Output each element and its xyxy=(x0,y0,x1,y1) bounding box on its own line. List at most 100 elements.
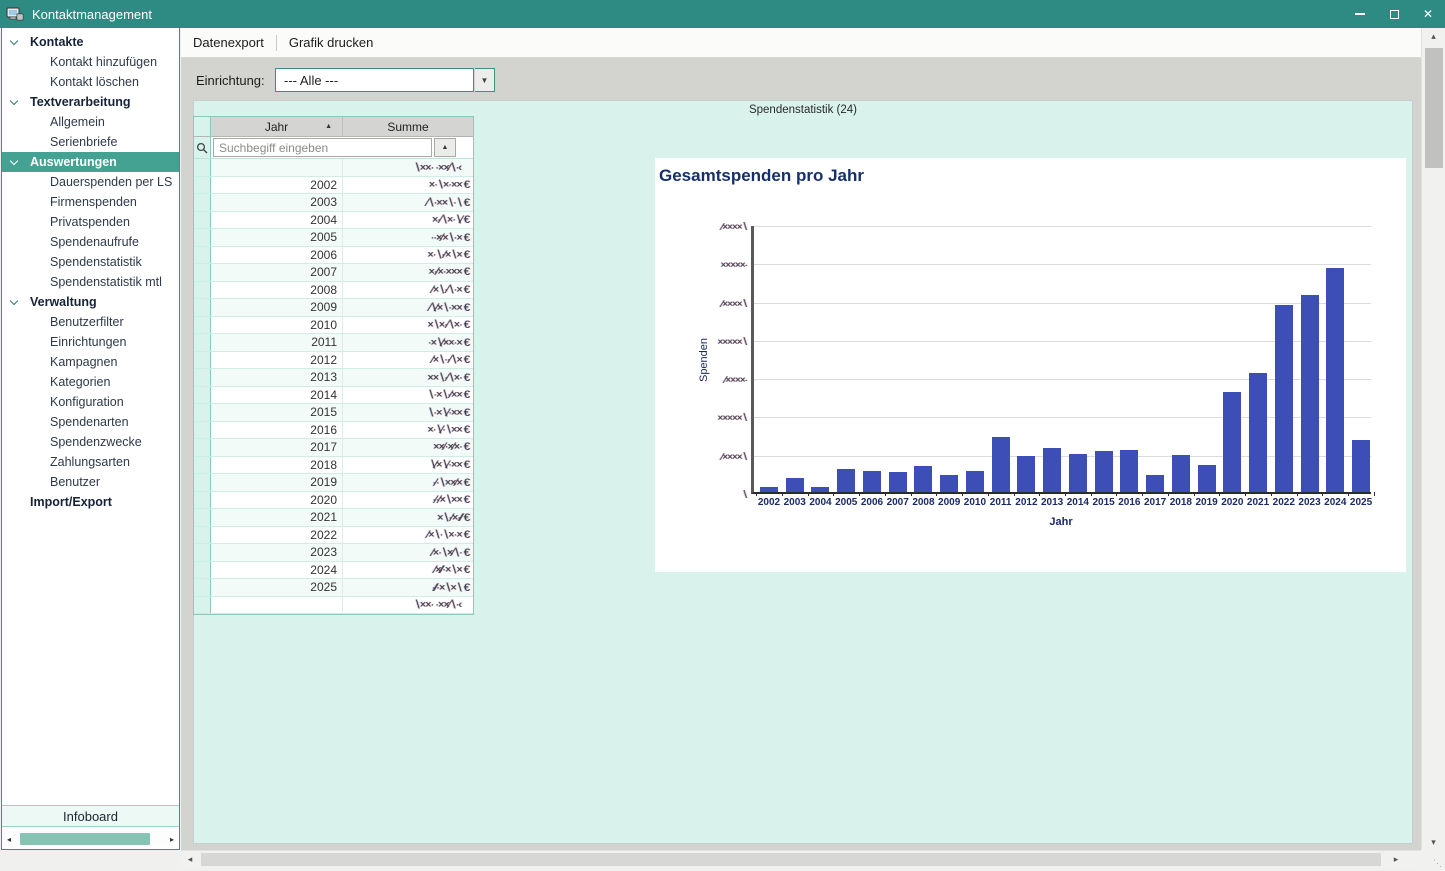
scroll-right-icon[interactable]: ▸ xyxy=(169,834,174,844)
sidebar-item-spendenstatistik[interactable]: Spendenstatistik xyxy=(2,252,179,272)
table-row[interactable]: 2010 ×∖×·∕∖×· € xyxy=(194,316,473,334)
vertical-scrollbar[interactable]: ▴ ▾ xyxy=(1421,28,1445,850)
search-input[interactable] xyxy=(213,138,432,157)
horizontal-scrollbar[interactable]: ◂ ▸ xyxy=(181,850,1421,868)
table-total-row[interactable]: ∖××· ·××∕∖·‹ xyxy=(194,596,473,614)
sidebar-item-spendenarten[interactable]: Spendenarten xyxy=(2,412,179,432)
scroll-down-icon[interactable]: ▾ xyxy=(1431,836,1436,847)
resize-grip[interactable]: ⋱ xyxy=(1421,850,1445,871)
table-row[interactable]: 2015 ∖·×∖∕·×× € xyxy=(194,404,473,422)
statistics-table: Jahr ▲ Summe ▲ ∖××· ·××∕∖·‹ 2002 ×·∖×·×× €… xyxy=(193,116,474,615)
sidebar-item-serienbriefe[interactable]: Serienbriefe xyxy=(2,132,179,152)
table-row[interactable]: 2023 ∕×·∖×∕∖· € xyxy=(194,544,473,562)
einrichtung-combobox[interactable]: --- Alle --- xyxy=(275,68,474,92)
table-row[interactable]: 2021 ×∖·∕×·∕∕ € xyxy=(194,509,473,527)
sidebar-item-benutzer[interactable]: Benutzer xyxy=(2,472,179,492)
sidebar-item-verwaltung[interactable]: Verwaltung xyxy=(2,292,179,312)
sidebar-item-kontakt-l-schen[interactable]: Kontakt löschen xyxy=(2,72,179,92)
table-row[interactable]: 2018 ∖∕×∖∕·×× € xyxy=(194,456,473,474)
cell-jahr: 2007 xyxy=(211,264,343,281)
cell-jahr: 2021 xyxy=(211,509,343,526)
datenexport-button[interactable]: Datenexport xyxy=(193,35,264,50)
sidebar-item-benutzerfilter[interactable]: Benutzerfilter xyxy=(2,312,179,332)
scroll-left-icon[interactable]: ◂ xyxy=(187,854,193,864)
sidebar-item-privatspenden[interactable]: Privatspenden xyxy=(2,212,179,232)
sidebar-item-zahlungsarten[interactable]: Zahlungsarten xyxy=(2,452,179,472)
table-row[interactable]: 2004 ×·∕∖×·∖∕ € xyxy=(194,211,473,229)
scroll-left-icon[interactable]: ◂ xyxy=(6,834,11,844)
app-icon xyxy=(6,7,24,21)
infoboard-button[interactable]: Infoboard xyxy=(2,805,179,827)
scroll-up-icon[interactable]: ▴ xyxy=(1431,30,1436,41)
chevron-expanded-icon[interactable] xyxy=(11,298,18,305)
maximize-button[interactable] xyxy=(1377,0,1411,28)
table-row[interactable]: 2016 ×·∖∕·∖×× € xyxy=(194,421,473,439)
table-row[interactable]: 2025 ·∕∕·×∖×∖ € xyxy=(194,579,473,597)
bar-2005 xyxy=(837,469,856,492)
table-row[interactable]: 2024 ∕×∕∕·×∖× € xyxy=(194,561,473,579)
horizontal-scrollbar-thumb[interactable] xyxy=(201,853,1381,866)
sidebar-item-konfiguration[interactable]: Konfiguration xyxy=(2,392,179,412)
table-row[interactable]: 2003 ∕∖·××∖·∖ € xyxy=(194,194,473,212)
sidebar-horizontal-scrollbar[interactable]: ◂ ▸ xyxy=(2,831,179,847)
einrichtung-dropdown-button[interactable]: ▼ xyxy=(475,68,495,92)
table-row[interactable]: 2012 ∕×∖··∕∖× € xyxy=(194,351,473,369)
grafik-drucken-button[interactable]: Grafik drucken xyxy=(288,35,374,50)
bar-2019 xyxy=(1197,465,1216,492)
sidebar-item-kampagnen[interactable]: Kampagnen xyxy=(2,352,179,372)
row-selector-cell xyxy=(194,281,211,298)
sidebar-item-auswertungen[interactable]: Auswertungen xyxy=(2,152,179,172)
table-row[interactable]: 2013 ××∖·∕∖×· € xyxy=(194,369,473,387)
table-row[interactable]: 2011 ·×∖∕××·× € xyxy=(194,334,473,352)
chevron-expanded-icon[interactable] xyxy=(11,158,18,165)
column-header-summe[interactable]: Summe xyxy=(387,119,429,134)
x-axis-tick xyxy=(833,492,835,496)
sidebar-item-spendenstatistik-mtl[interactable]: Spendenstatistik mtl xyxy=(2,272,179,292)
table-total-row[interactable]: ∖××· ·××∕∖·‹ xyxy=(194,159,473,177)
table-row[interactable]: 2022 ∕×∖·∖×·× € xyxy=(194,526,473,544)
bar-2008 xyxy=(914,466,933,492)
sidebar-item-label: Benutzerfilter xyxy=(50,315,124,329)
table-row[interactable]: 2014 ∖·×∖·∕×× € xyxy=(194,386,473,404)
row-selector-cell xyxy=(194,176,211,193)
table-row[interactable]: 2019 ·∕·∖××∕× € xyxy=(194,474,473,492)
vertical-scrollbar-thumb[interactable] xyxy=(1425,48,1443,168)
minimize-button[interactable] xyxy=(1343,0,1377,28)
bar-2018 xyxy=(1171,454,1190,492)
table-row[interactable]: 2020 ·∕·∕×∖×× € xyxy=(194,491,473,509)
table-row[interactable]: 2006 ×·∖·∕×∖× € xyxy=(194,246,473,264)
scroll-right-icon[interactable]: ▸ xyxy=(1393,854,1399,864)
sidebar-item-dauerspenden-per-ls[interactable]: Dauerspenden per LS xyxy=(2,172,179,192)
chevron-expanded-icon[interactable] xyxy=(11,98,18,105)
sidebar-item-spendenaufrufe[interactable]: Spendenaufrufe xyxy=(2,232,179,252)
sidebar-item-label: Kategorien xyxy=(50,375,111,389)
gridline xyxy=(754,226,1371,227)
sidebar-item-spendenzwecke[interactable]: Spendenzwecke xyxy=(2,432,179,452)
sidebar-item-label: Spendenzwecke xyxy=(50,435,142,449)
table-row[interactable]: 2005 ··×∕×∖·× € xyxy=(194,229,473,247)
table-row[interactable]: 2002 ×·∖×·×× € xyxy=(194,176,473,194)
sidebar-scrollbar-thumb[interactable] xyxy=(20,833,150,845)
einrichtung-label: Einrichtung: xyxy=(196,72,265,88)
table-row[interactable]: 2017 ××∕·×∕×· € xyxy=(194,439,473,457)
sidebar-item-allgemein[interactable]: Allgemein xyxy=(2,112,179,132)
sidebar-item-kontakt-hinzuf-gen[interactable]: Kontakt hinzufügen xyxy=(2,52,179,72)
table-row[interactable]: 2008 ∕×∖·∕∖·× € xyxy=(194,281,473,299)
sidebar-item-einrichtungen[interactable]: Einrichtungen xyxy=(2,332,179,352)
sidebar-item-import-export[interactable]: Import/Export xyxy=(2,492,179,512)
x-tick-label: 2006 xyxy=(860,497,884,508)
sidebar-item-textverarbeitung[interactable]: Textverarbeitung xyxy=(2,92,179,112)
sidebar-item-label: Zahlungsarten xyxy=(50,455,130,469)
table-row[interactable]: 2009 ∕∖∕×∖·×× € xyxy=(194,299,473,317)
bar-2013 xyxy=(1043,447,1062,492)
toolbar: Datenexport Grafik drucken xyxy=(181,28,1421,58)
sidebar-item-kategorien[interactable]: Kategorien xyxy=(2,372,179,392)
cell-jahr: 2012 xyxy=(211,351,343,368)
sidebar-item-firmenspenden[interactable]: Firmenspenden xyxy=(2,192,179,212)
sidebar-item-kontakte[interactable]: Kontakte xyxy=(2,32,179,52)
search-collapse-button[interactable]: ▲ xyxy=(434,138,456,157)
close-button[interactable]: ✕ xyxy=(1422,7,1434,21)
column-header-jahr[interactable]: Jahr ▲ xyxy=(211,117,343,136)
chevron-expanded-icon[interactable] xyxy=(11,38,18,45)
table-row[interactable]: 2007 ×·∕×·××× € xyxy=(194,264,473,282)
